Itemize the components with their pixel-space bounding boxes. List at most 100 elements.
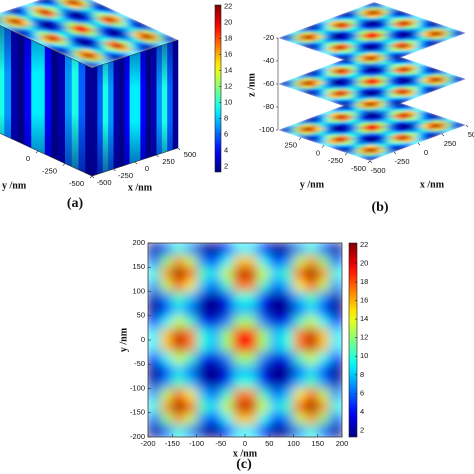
surface-cells [0, 0, 179, 68]
heat-cell [160, 424, 173, 437]
heat-cell [245, 352, 258, 365]
heat-cell [293, 424, 307, 437]
heat-cell [160, 412, 173, 426]
heat-cell [305, 327, 319, 341]
heat-cell [281, 255, 295, 268]
heat-cell [39, 3, 52, 9]
x-tick-label: 500 [184, 150, 197, 159]
heat-cell [23, 8, 36, 14]
x-tick-label: -250 [118, 171, 133, 180]
y-tick-label: 150 [132, 262, 145, 271]
heat-cell [85, 41, 98, 47]
heat-cell [329, 243, 342, 256]
heat-cell [329, 412, 342, 426]
heat-cell [232, 279, 246, 293]
heat-cell [148, 352, 161, 365]
y-tick [35, 150, 39, 154]
heat-cell [305, 388, 319, 402]
heat-cell [101, 15, 114, 21]
heat-cell [108, 39, 121, 45]
heat-cell [28, 28, 42, 34]
x-tick-label: 500 [468, 130, 474, 139]
heat-cell [208, 400, 222, 414]
heat-cell [208, 291, 222, 305]
x-tick-label: 250 [444, 139, 457, 148]
heat-cell [59, 12, 73, 19]
heat-cell [245, 364, 258, 378]
heat-cell [196, 364, 210, 378]
heat-cell [208, 412, 222, 426]
heat-cell [138, 24, 152, 30]
heat-cell [257, 267, 270, 281]
heat-cell [257, 315, 270, 329]
y-axis-label: y /nm [118, 327, 129, 352]
heat-cell [0, 17, 9, 23]
colorbar-tick-label: 18 [224, 34, 232, 43]
y-tick-label: 50 [137, 311, 145, 320]
heat-cell [132, 42, 146, 48]
heat-cell [55, 40, 69, 46]
heat-cell [208, 376, 222, 390]
heat-cell [16, 5, 30, 11]
heat-cell [281, 291, 295, 305]
heat-cell [44, 23, 58, 29]
heat-cell [160, 267, 173, 281]
heat-cell [305, 400, 319, 414]
heat-cell [184, 400, 198, 414]
heat-cell [105, 8, 118, 14]
heat-cell [98, 48, 112, 54]
heat-cell [160, 255, 173, 268]
heat-cell [69, 47, 82, 53]
z-tick-label: -100 [259, 125, 274, 134]
colorbar-tick-label: 16 [224, 50, 232, 59]
heat-cell [140, 29, 154, 35]
z-axis-label: z /nm [246, 73, 257, 97]
heat-cell [160, 243, 173, 256]
heat-cell [122, 29, 136, 35]
heat-cell [65, 53, 78, 59]
heat-cell [220, 303, 234, 317]
heat-cell [220, 400, 234, 414]
heat-cell [98, 5, 112, 11]
heat-cell [269, 364, 283, 378]
heat-cell [196, 352, 210, 365]
heat-cell [97, 21, 110, 28]
heat-cell [305, 364, 319, 378]
heat-cell [232, 315, 246, 329]
heat-cell [59, 34, 73, 40]
heat-cell [106, 13, 120, 19]
heat-cell [245, 400, 258, 414]
heat-cell [196, 376, 210, 390]
x-tick [177, 147, 181, 151]
x-tick-label: 150 [311, 439, 324, 448]
heat-cell [105, 51, 119, 57]
heat-cell [232, 291, 246, 305]
colorbar-tick-label: 2 [360, 425, 364, 434]
heat-cell [148, 400, 161, 414]
heat-cell [305, 255, 319, 268]
heat-cell [184, 388, 198, 402]
heat-cell [293, 388, 307, 402]
heat-cell [78, 59, 92, 66]
cube-edge [0, 25, 179, 69]
heat-cell [120, 41, 133, 47]
heat-cell [329, 315, 342, 329]
heat-cell [196, 279, 210, 293]
heat-cell [121, 24, 135, 30]
heat-cell [329, 303, 342, 317]
heat-cell [152, 30, 166, 36]
heat-cell [27, 23, 40, 29]
heat-cell [148, 412, 161, 426]
y-tick [298, 137, 302, 140]
heat-cell [196, 315, 210, 329]
surface [0, 0, 179, 68]
heat-cell [245, 267, 258, 281]
heat-cell [125, 18, 139, 24]
heat-cell [245, 412, 258, 426]
heat-cell [148, 37, 162, 43]
heat-cell [281, 243, 295, 256]
heat-cell [208, 352, 222, 365]
heat-cell [305, 279, 319, 293]
heat-cell [220, 340, 234, 353]
heat-cell [329, 388, 342, 402]
